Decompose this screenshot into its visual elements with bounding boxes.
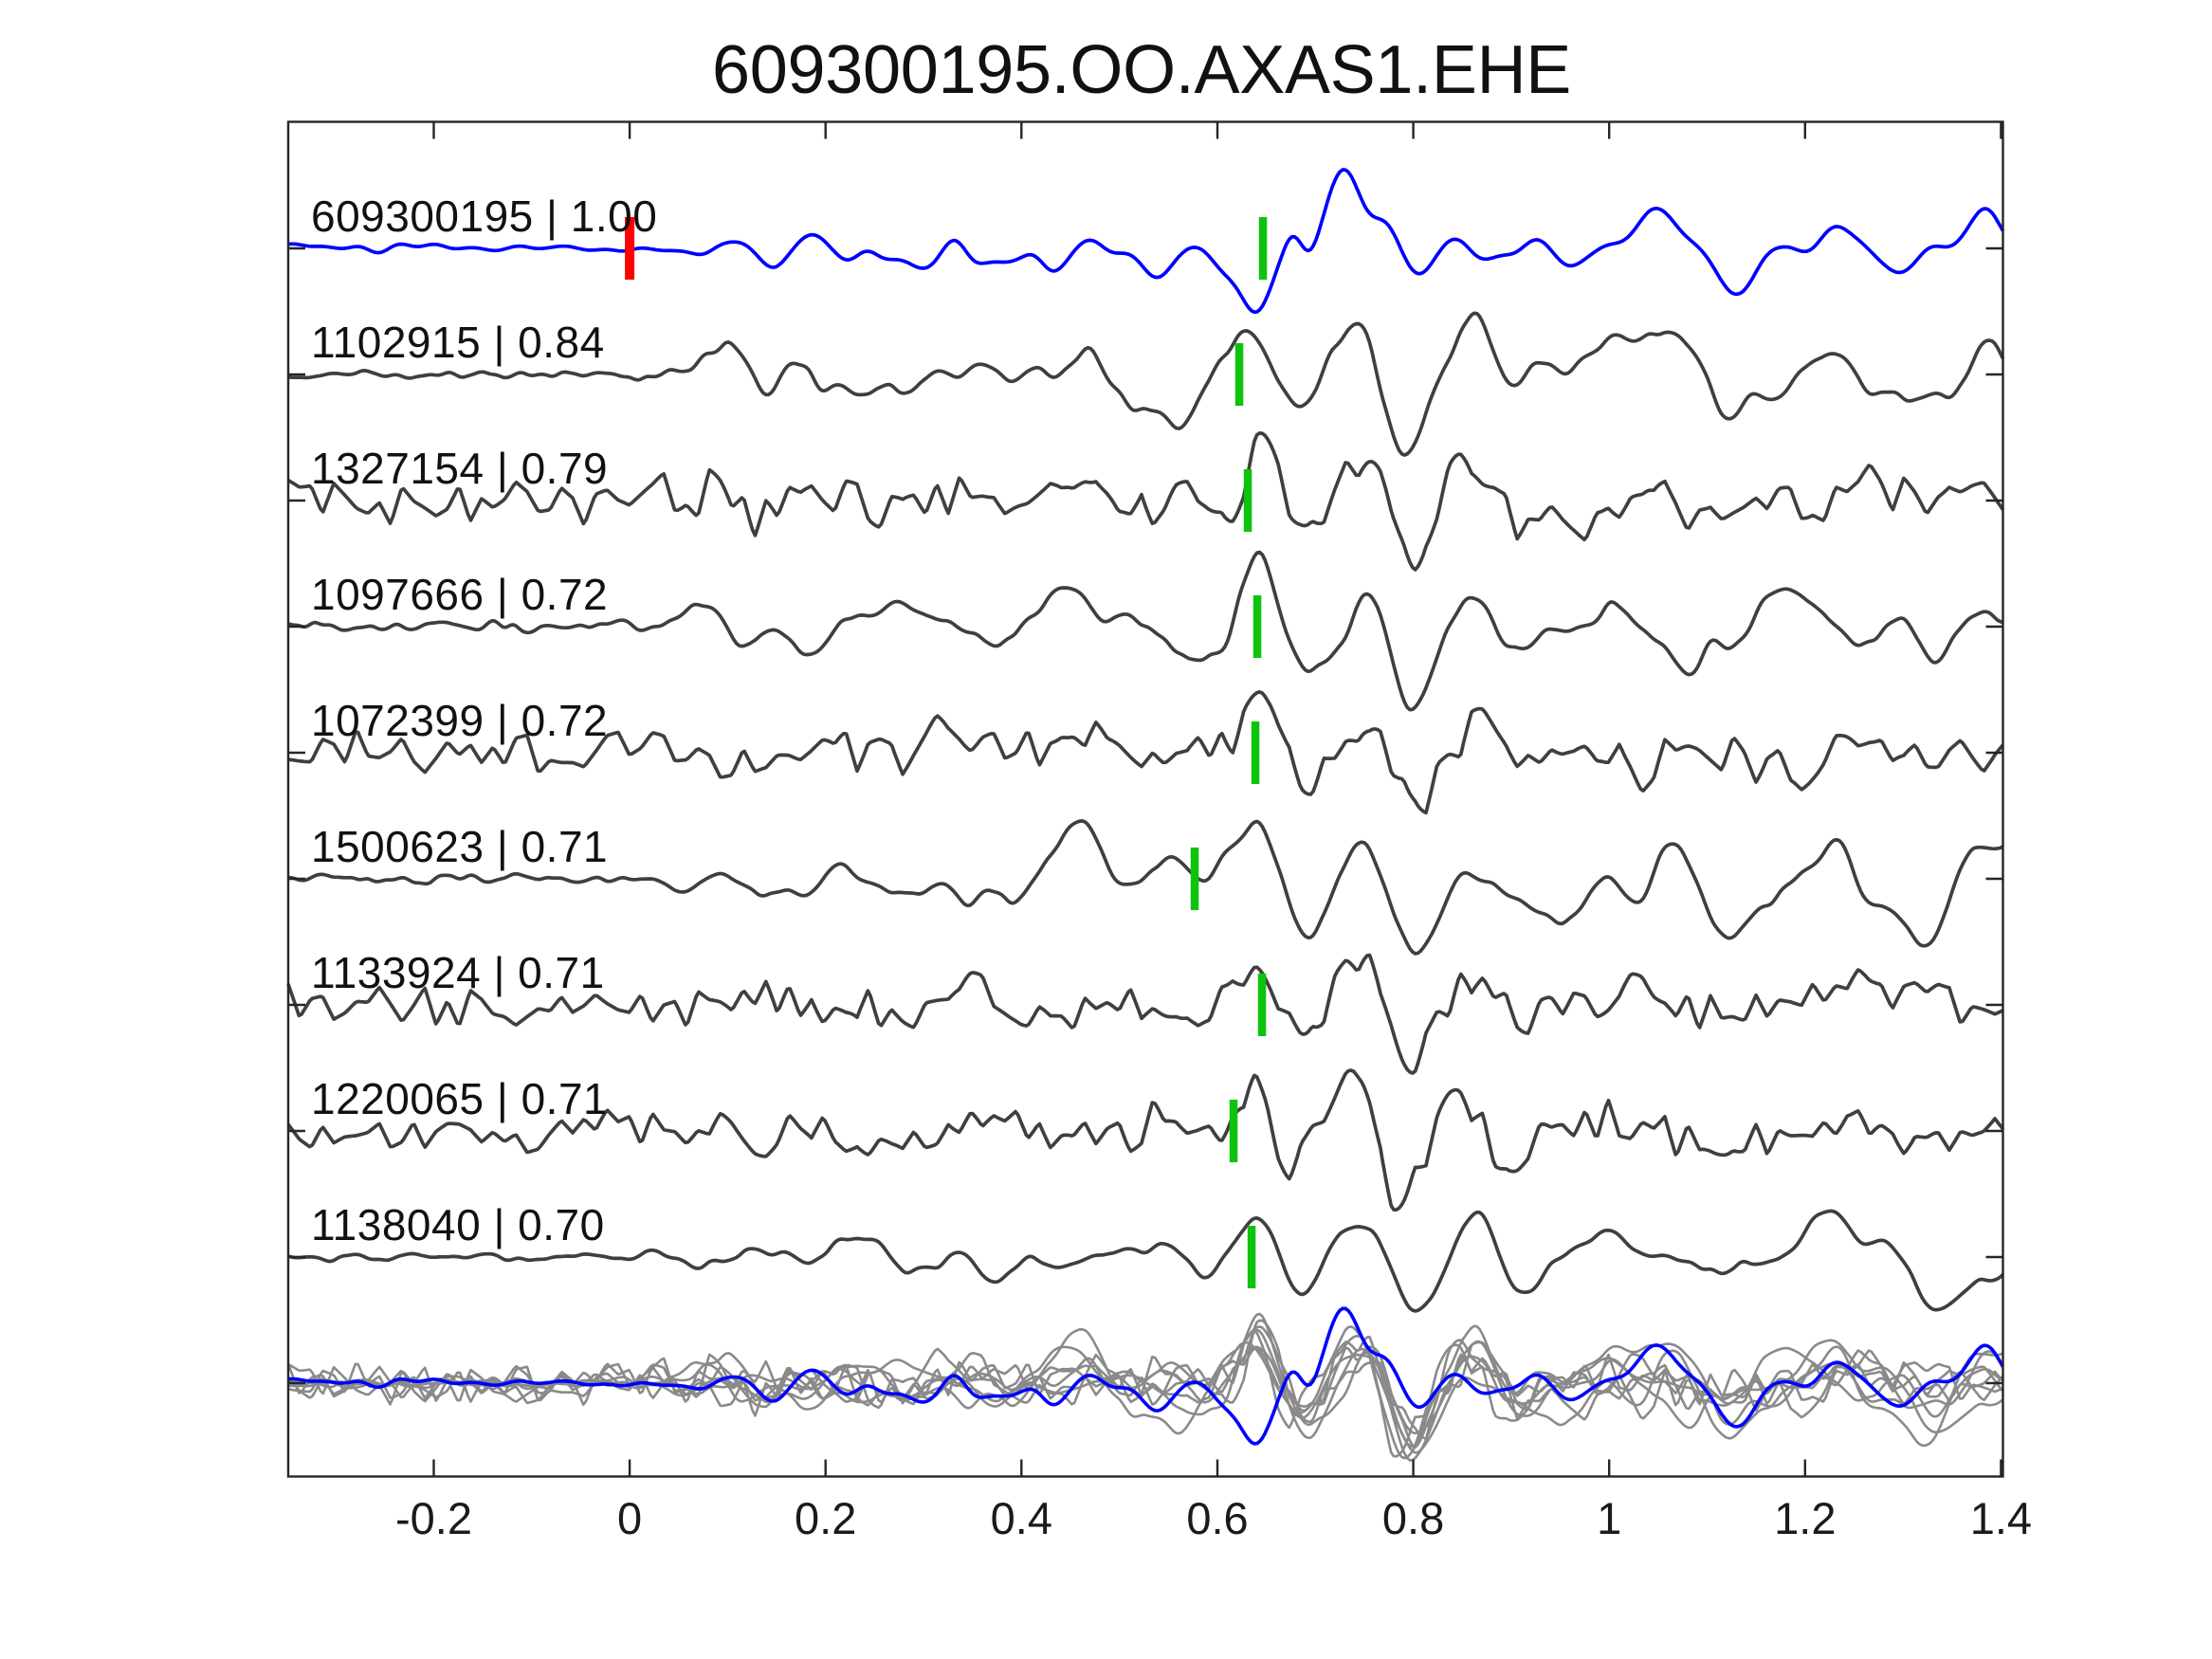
svg-text:0: 0	[617, 1493, 642, 1543]
svg-text:0.6: 0.6	[1186, 1493, 1248, 1543]
svg-text:0.2: 0.2	[795, 1493, 856, 1543]
svg-text:1: 1	[1597, 1493, 1621, 1543]
svg-text:0.4: 0.4	[991, 1493, 1052, 1543]
svg-text:1138040 | 0.70: 1138040 | 0.70	[311, 1200, 605, 1249]
svg-text:1327154 | 0.79: 1327154 | 0.79	[311, 444, 608, 493]
svg-text:609300195.OO.AXAS1.EHE: 609300195.OO.AXAS1.EHE	[712, 32, 1571, 108]
svg-text:1102915 | 0.84: 1102915 | 0.84	[311, 318, 605, 367]
svg-text:1072399 | 0.72: 1072399 | 0.72	[311, 696, 608, 745]
svg-text:1.4: 1.4	[1970, 1493, 2032, 1543]
svg-text:1097666 | 0.72: 1097666 | 0.72	[311, 570, 608, 619]
svg-text:1133924 | 0.71: 1133924 | 0.71	[311, 948, 605, 997]
svg-text:1220065 | 0.71: 1220065 | 0.71	[311, 1074, 608, 1123]
svg-text:1.2: 1.2	[1774, 1493, 1836, 1543]
svg-text:609300195 | 1.00: 609300195 | 1.00	[311, 191, 657, 241]
svg-text:0.8: 0.8	[1382, 1493, 1444, 1543]
svg-text:1500623 | 0.71: 1500623 | 0.71	[311, 822, 608, 871]
svg-text:-0.2: -0.2	[395, 1493, 472, 1543]
